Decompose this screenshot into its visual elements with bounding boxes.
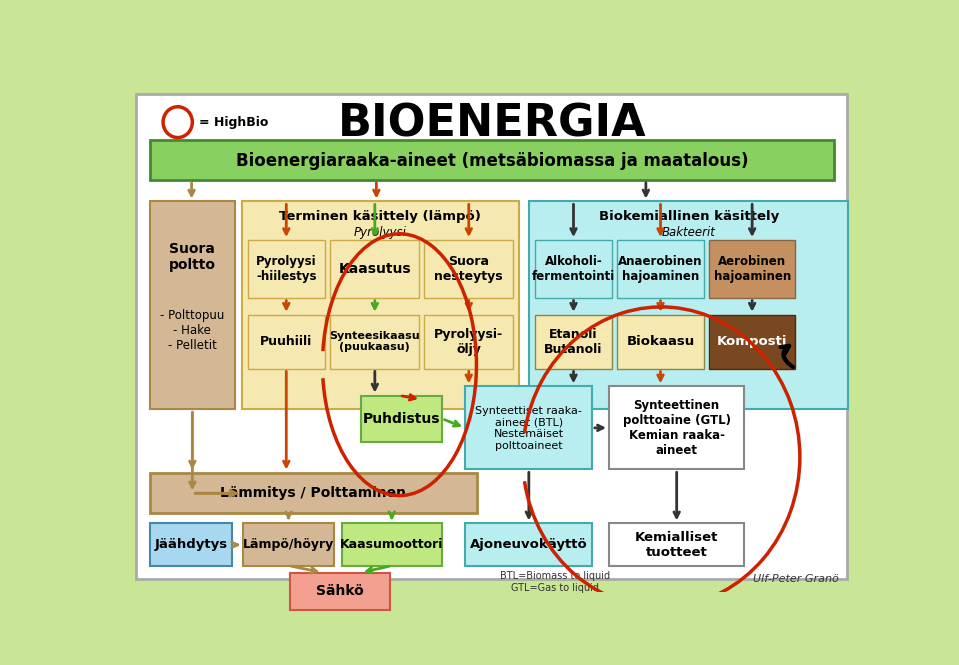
FancyBboxPatch shape xyxy=(150,523,232,566)
Text: = HighBio: = HighBio xyxy=(199,116,269,128)
FancyBboxPatch shape xyxy=(247,240,325,298)
Text: BTL=Biomass to liquid
GTL=Gas to liquid: BTL=Biomass to liquid GTL=Gas to liquid xyxy=(500,571,610,593)
Text: Aerobinen
hajoaminen: Aerobinen hajoaminen xyxy=(713,255,791,283)
Text: Suora
nesteytys: Suora nesteytys xyxy=(434,255,503,283)
Text: Synteettiset raaka-
aineet (BTL)
Nestemäiset
polttoaineet: Synteettiset raaka- aineet (BTL) Nestemä… xyxy=(476,406,582,451)
Text: Synteettinen
polttoaine (GTL)
Kemian raaka-
aineet: Synteettinen polttoaine (GTL) Kemian raa… xyxy=(622,399,731,457)
Text: Puuhiili: Puuhiili xyxy=(260,335,313,348)
Text: Etanoli
Butanoli: Etanoli Butanoli xyxy=(545,328,602,356)
FancyBboxPatch shape xyxy=(709,315,795,368)
Text: Kaasumoottori: Kaasumoottori xyxy=(340,539,443,551)
FancyBboxPatch shape xyxy=(361,396,442,442)
FancyBboxPatch shape xyxy=(465,386,592,469)
FancyBboxPatch shape xyxy=(136,94,847,579)
FancyBboxPatch shape xyxy=(242,201,519,410)
FancyBboxPatch shape xyxy=(465,523,592,566)
Text: Anaerobinen
hajoaminen: Anaerobinen hajoaminen xyxy=(619,255,703,283)
FancyBboxPatch shape xyxy=(618,240,704,298)
Text: Bioenergiaraaka-aineet (metsäbiomassa ja maatalous): Bioenergiaraaka-aineet (metsäbiomassa ja… xyxy=(236,152,748,170)
FancyBboxPatch shape xyxy=(330,240,419,298)
Text: Synteesikaasu
(puukaasu): Synteesikaasu (puukaasu) xyxy=(330,331,420,352)
Text: Ajoneuvokäyttö: Ajoneuvokäyttö xyxy=(470,539,588,551)
FancyBboxPatch shape xyxy=(609,523,743,566)
Text: - Polttopuu
- Hake
- Pelletit: - Polttopuu - Hake - Pelletit xyxy=(160,309,224,352)
Text: Biokaasu: Biokaasu xyxy=(626,335,694,348)
FancyBboxPatch shape xyxy=(535,315,612,368)
FancyBboxPatch shape xyxy=(244,523,334,566)
FancyBboxPatch shape xyxy=(150,140,833,180)
FancyBboxPatch shape xyxy=(247,315,325,368)
Text: Kemialliset
tuotteet: Kemialliset tuotteet xyxy=(635,531,718,559)
Text: Biokemiallinen käsittely: Biokemiallinen käsittely xyxy=(598,210,779,223)
Text: Terminen käsittely (lämpö): Terminen käsittely (lämpö) xyxy=(279,210,481,223)
Text: Pyrolyysi-
öljy: Pyrolyysi- öljy xyxy=(434,328,503,356)
Text: Puhdistus: Puhdistus xyxy=(363,412,440,426)
FancyBboxPatch shape xyxy=(291,573,390,610)
FancyBboxPatch shape xyxy=(424,240,513,298)
Text: Pyrolyysi
-hiilestys: Pyrolyysi -hiilestys xyxy=(256,255,316,283)
FancyBboxPatch shape xyxy=(618,315,704,368)
FancyBboxPatch shape xyxy=(341,523,442,566)
Text: Kaasutus: Kaasutus xyxy=(339,262,411,276)
Text: Lämpö/höyry: Lämpö/höyry xyxy=(243,539,335,551)
Text: Komposti: Komposti xyxy=(717,335,787,348)
Text: Bakteerit: Bakteerit xyxy=(662,225,716,239)
Text: Sähkö: Sähkö xyxy=(316,584,364,598)
Text: Jäähdytys: Jäähdytys xyxy=(155,539,228,551)
Text: Lämmitys / Polttaminen: Lämmitys / Polttaminen xyxy=(221,486,407,500)
FancyBboxPatch shape xyxy=(609,386,743,469)
FancyBboxPatch shape xyxy=(150,473,478,513)
FancyBboxPatch shape xyxy=(150,201,235,410)
FancyBboxPatch shape xyxy=(424,315,513,368)
Text: Pyrolyysi: Pyrolyysi xyxy=(354,225,407,239)
Text: Alkoholi-
fermentointi: Alkoholi- fermentointi xyxy=(532,255,615,283)
Text: Suora
poltto: Suora poltto xyxy=(169,242,216,272)
FancyBboxPatch shape xyxy=(709,240,795,298)
FancyBboxPatch shape xyxy=(535,240,612,298)
Text: Ulf-Peter Granö: Ulf-Peter Granö xyxy=(753,574,838,584)
FancyBboxPatch shape xyxy=(330,315,419,368)
Text: BIOENERGIA: BIOENERGIA xyxy=(338,103,646,146)
FancyBboxPatch shape xyxy=(528,201,849,410)
